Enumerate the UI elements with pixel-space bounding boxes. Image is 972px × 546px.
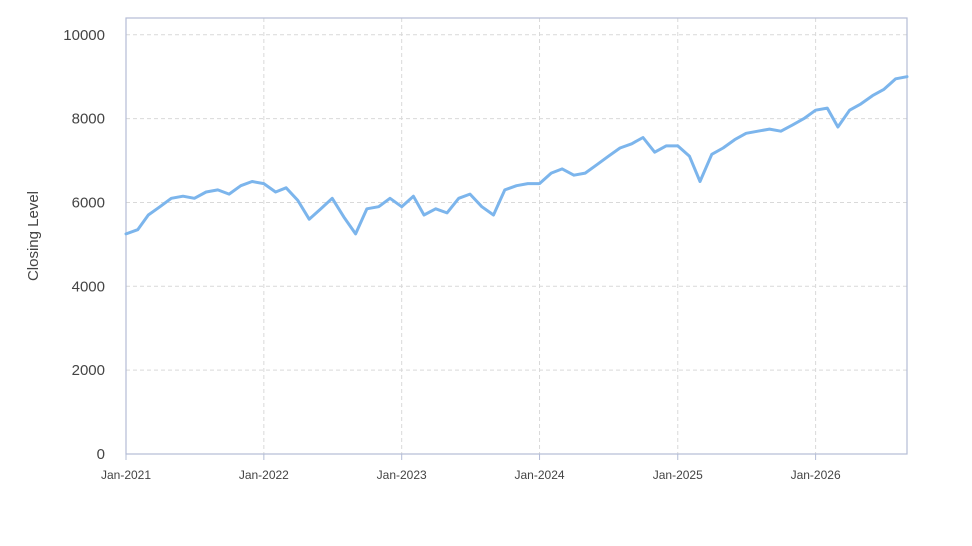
y-tick-label: 0 <box>97 446 105 463</box>
x-tick-label: Jan-2021 <box>101 468 151 482</box>
x-tick-label: Jan-2024 <box>515 468 565 482</box>
series-line-closing <box>124 75 909 236</box>
y-tick-label: 8000 <box>72 111 105 128</box>
tick-layer: 0 2000 4000 6000 8000 10000 Jan-2021 Jan-2022 Ja… <box>63 27 841 482</box>
y-tick-label: 4000 <box>72 278 105 295</box>
plot-border <box>125 17 908 455</box>
y-tick-label: 6000 <box>72 194 105 211</box>
x-tick-label: Jan-2026 <box>791 468 841 482</box>
y-axis-label: Closing Level <box>25 191 42 281</box>
x-tick-label: Jan-2022 <box>239 468 289 482</box>
x-tick-label: Jan-2023 <box>377 468 427 482</box>
x-tick-label: Jan-2025 <box>653 468 703 482</box>
grid-layer <box>126 18 907 454</box>
y-tick-label: 10000 <box>63 27 105 44</box>
y-tick-label: 2000 <box>72 362 105 379</box>
